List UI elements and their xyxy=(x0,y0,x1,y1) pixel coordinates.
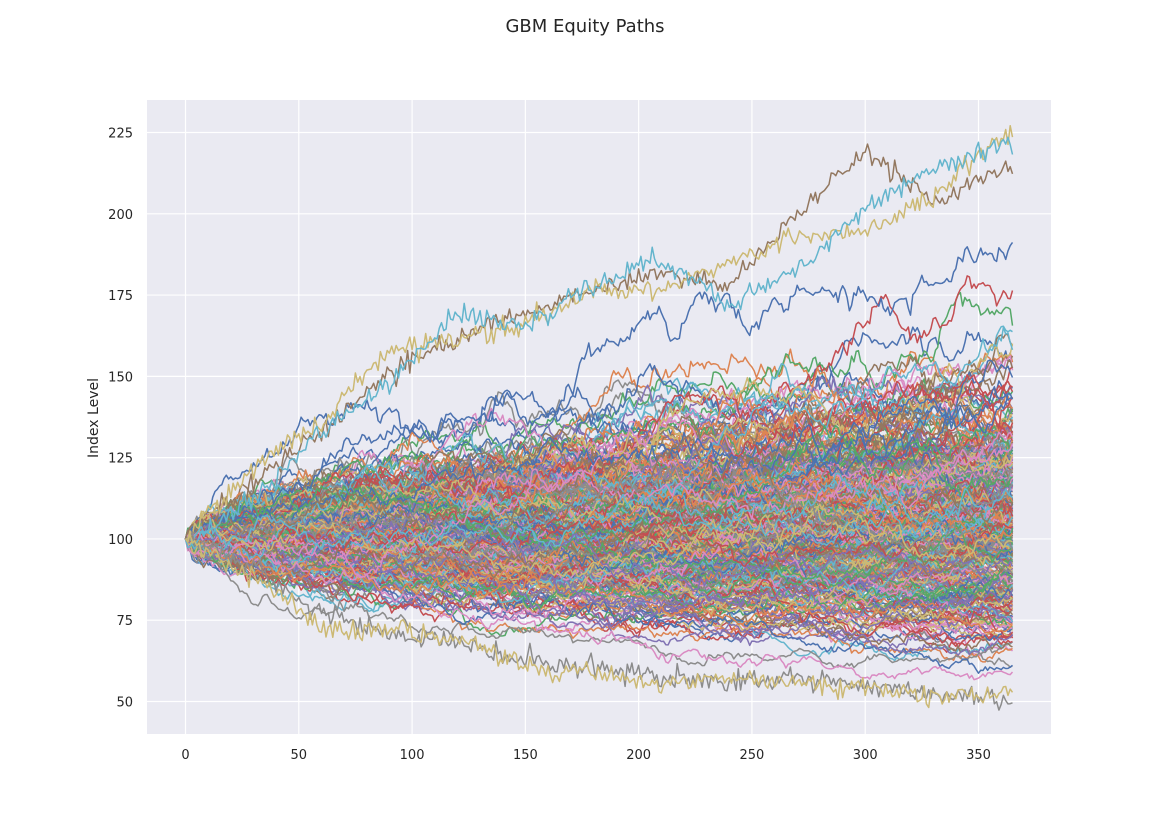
x-tick-label: 200 xyxy=(626,748,651,763)
x-tick-label: 100 xyxy=(400,748,425,763)
series-paths xyxy=(184,124,1014,711)
series-line xyxy=(184,420,1013,550)
series-line xyxy=(184,487,1014,559)
series-line xyxy=(185,485,1013,589)
series-line xyxy=(184,393,1014,540)
series-line xyxy=(185,515,1014,634)
series-line xyxy=(185,531,1014,681)
chart-title: GBM Equity Paths xyxy=(505,16,664,37)
series-line xyxy=(184,533,1014,709)
y-tick-label: 100 xyxy=(108,533,133,548)
series-line xyxy=(184,363,1014,540)
series-line xyxy=(184,514,1013,577)
series-line xyxy=(185,523,1013,624)
y-tick-label: 125 xyxy=(108,452,133,467)
y-tick-label: 75 xyxy=(116,614,133,629)
series-line xyxy=(184,326,1014,573)
series-line xyxy=(184,530,1013,711)
series-line xyxy=(184,418,1014,544)
y-axis-label: Index Level xyxy=(86,378,102,458)
series-line xyxy=(184,527,1014,638)
y-tick-label: 50 xyxy=(116,695,133,710)
series-line xyxy=(185,359,1014,541)
y-tick-label: 150 xyxy=(108,370,133,385)
x-tick-label: 350 xyxy=(966,748,991,763)
series-line xyxy=(185,516,1013,568)
series-line xyxy=(184,534,1014,656)
series-line xyxy=(185,472,1013,549)
y-tick-label: 175 xyxy=(108,289,133,304)
x-tick-label: 300 xyxy=(853,748,878,763)
y-tick-label: 225 xyxy=(108,127,133,142)
x-tick-label: 0 xyxy=(181,748,189,763)
y-tick-labels: 50 75 100 125 150 175 200 225 xyxy=(108,127,133,711)
series-line xyxy=(184,143,1014,540)
series-line xyxy=(184,486,1013,582)
series-line xyxy=(184,136,1014,549)
y-tick-label: 200 xyxy=(108,208,133,223)
series-line xyxy=(184,483,1014,561)
x-tick-label: 150 xyxy=(513,748,538,763)
series-line xyxy=(185,464,1014,561)
x-tick-labels: 0 50 100 150 200 250 300 350 xyxy=(181,748,991,763)
series-line xyxy=(184,241,1014,547)
series-line xyxy=(185,465,1014,551)
series-line xyxy=(185,124,1014,540)
series-line xyxy=(184,526,1013,604)
series-line xyxy=(184,538,1013,669)
x-tick-label: 50 xyxy=(291,748,308,763)
series-line xyxy=(184,511,1014,592)
x-tick-label: 250 xyxy=(740,748,765,763)
series-line xyxy=(185,427,1014,558)
